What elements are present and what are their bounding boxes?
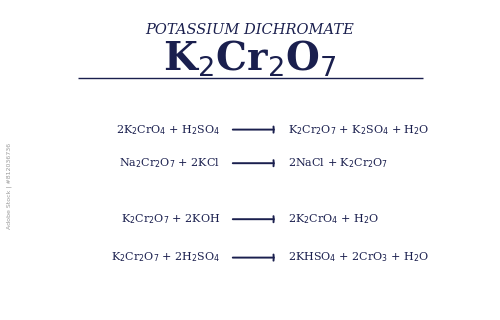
Text: 2K$_2$CrO$_4$ + H$_2$O: 2K$_2$CrO$_4$ + H$_2$O <box>288 212 378 226</box>
Text: K$_2$Cr$_2$O$_7$ + 2KOH: K$_2$Cr$_2$O$_7$ + 2KOH <box>120 212 220 226</box>
Text: K$_2$Cr$_2$O$_7$: K$_2$Cr$_2$O$_7$ <box>163 39 337 79</box>
Text: POTASSIUM DICHROMATE: POTASSIUM DICHROMATE <box>146 23 354 37</box>
Text: Adobe Stock | #812036736: Adobe Stock | #812036736 <box>6 142 12 229</box>
Text: K$_2$Cr$_2$O$_7$ + 2H$_2$SO$_4$: K$_2$Cr$_2$O$_7$ + 2H$_2$SO$_4$ <box>110 251 220 265</box>
Text: K$_2$Cr$_2$O$_7$ + K$_2$SO$_4$ + H$_2$O: K$_2$Cr$_2$O$_7$ + K$_2$SO$_4$ + H$_2$O <box>288 123 429 137</box>
Text: 2K$_2$CrO$_4$ + H$_2$SO$_4$: 2K$_2$CrO$_4$ + H$_2$SO$_4$ <box>116 123 220 137</box>
Text: 2NaCl + K$_2$Cr$_2$O$_7$: 2NaCl + K$_2$Cr$_2$O$_7$ <box>288 156 388 170</box>
Text: Na$_2$Cr$_2$O$_7$ + 2KCl: Na$_2$Cr$_2$O$_7$ + 2KCl <box>119 156 220 170</box>
Text: 2KHSO$_4$ + 2CrO$_3$ + H$_2$O: 2KHSO$_4$ + 2CrO$_3$ + H$_2$O <box>288 251 428 265</box>
